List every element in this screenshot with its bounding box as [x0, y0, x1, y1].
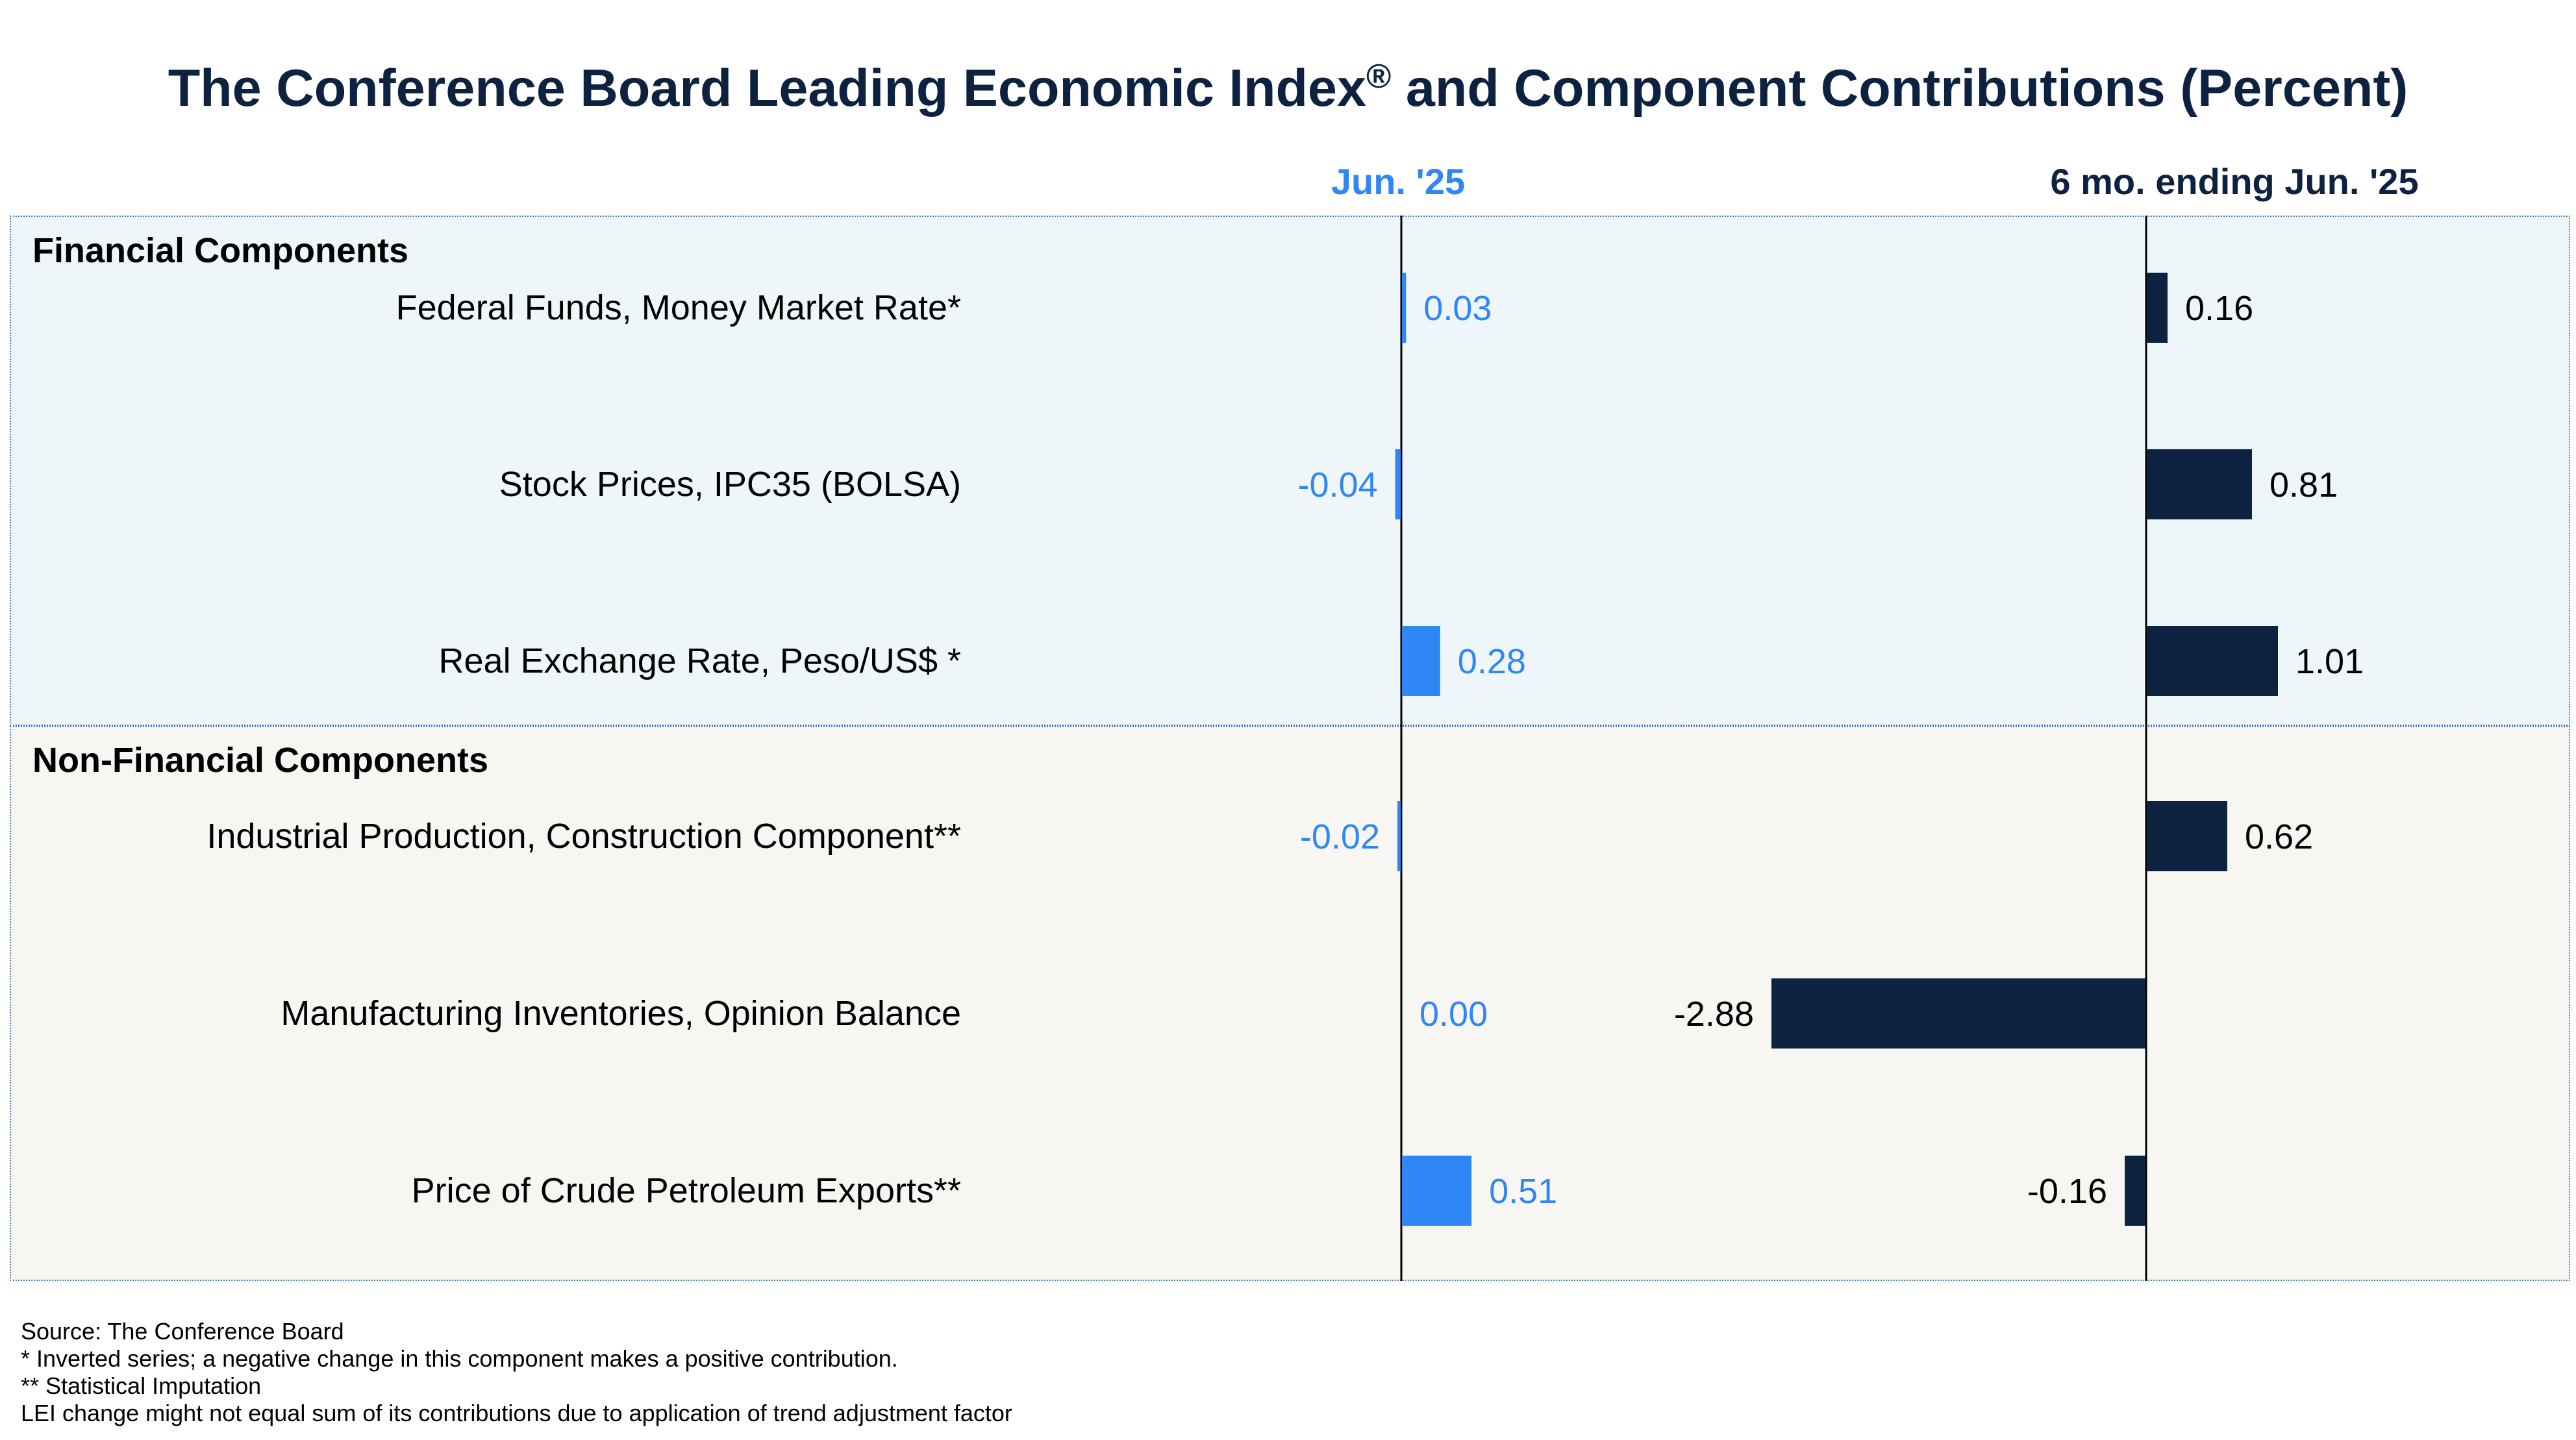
row-label: Real Exchange Rate, Peso/US$ * — [438, 641, 961, 680]
data-label-jun25: 0.00 — [1419, 995, 1488, 1034]
group-label-non-financial: Non-Financial Components — [32, 741, 488, 780]
data-label-six_mo: 0.81 — [2270, 466, 2338, 504]
row-label: Stock Prices, IPC35 (BOLSA) — [499, 465, 961, 504]
column-header-jun25: Jun. '25 — [1331, 161, 1466, 202]
financial-components-panel — [10, 216, 2570, 726]
registered-mark: ® — [1366, 58, 1392, 95]
footnotes: Source: The Conference Board * Inverted … — [21, 1318, 1012, 1427]
bar-jun25 — [1402, 273, 1407, 343]
data-label-six_mo: -2.88 — [1674, 995, 1754, 1034]
bar-six_mo — [2147, 449, 2252, 519]
data-label-six_mo: -0.16 — [2027, 1172, 2107, 1211]
footnote-imputation: ** Statistical Imputation — [21, 1372, 262, 1399]
row-label: Price of Crude Petroleum Exports** — [411, 1171, 961, 1210]
group-label-financial: Financial Components — [32, 231, 409, 270]
data-label-jun25: 0.51 — [1489, 1172, 1557, 1211]
bar-jun25 — [1402, 1156, 1472, 1226]
data-label-jun25: -0.04 — [1298, 466, 1378, 504]
data-label-jun25: -0.02 — [1300, 817, 1380, 856]
bar-six_mo — [1771, 978, 2145, 1049]
bar-six_mo — [2125, 1156, 2145, 1226]
data-label-jun25: 0.28 — [1458, 642, 1526, 681]
data-label-jun25: 0.03 — [1423, 289, 1492, 328]
bar-six_mo — [2147, 273, 2168, 343]
chart-title-suffix: and Component Contributions (Percent) — [1391, 59, 2408, 118]
bar-jun25 — [1395, 449, 1401, 519]
chart-title: The Conference Board Leading Economic In… — [0, 57, 2576, 119]
data-label-six_mo: 1.01 — [2295, 642, 2364, 681]
footnote-source: Source: The Conference Board — [21, 1318, 344, 1345]
data-label-six_mo: 0.16 — [2185, 289, 2253, 328]
chart-title-text: The Conference Board Leading Economic In… — [168, 59, 1367, 118]
row-label: Federal Funds, Money Market Rate* — [395, 288, 961, 327]
column-header-six-month: 6 mo. ending Jun. '25 — [2050, 161, 2419, 202]
bar-jun25 — [1397, 801, 1401, 871]
bar-six_mo — [2147, 801, 2227, 871]
footnote-inverted: * Inverted series; a negative change in … — [21, 1345, 898, 1372]
data-label-six_mo: 0.62 — [2245, 817, 2313, 856]
row-label: Industrial Production, Construction Comp… — [206, 817, 961, 856]
bar-jun25 — [1402, 626, 1440, 696]
footnote-trend: LEI change might not equal sum of its co… — [21, 1400, 1012, 1426]
row-label: Manufacturing Inventories, Opinion Balan… — [281, 994, 961, 1033]
bar-six_mo — [2147, 626, 2278, 696]
